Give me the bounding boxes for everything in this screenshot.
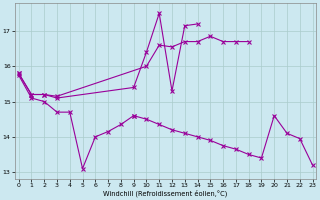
X-axis label: Windchill (Refroidissement éolien,°C): Windchill (Refroidissement éolien,°C) (103, 190, 228, 197)
